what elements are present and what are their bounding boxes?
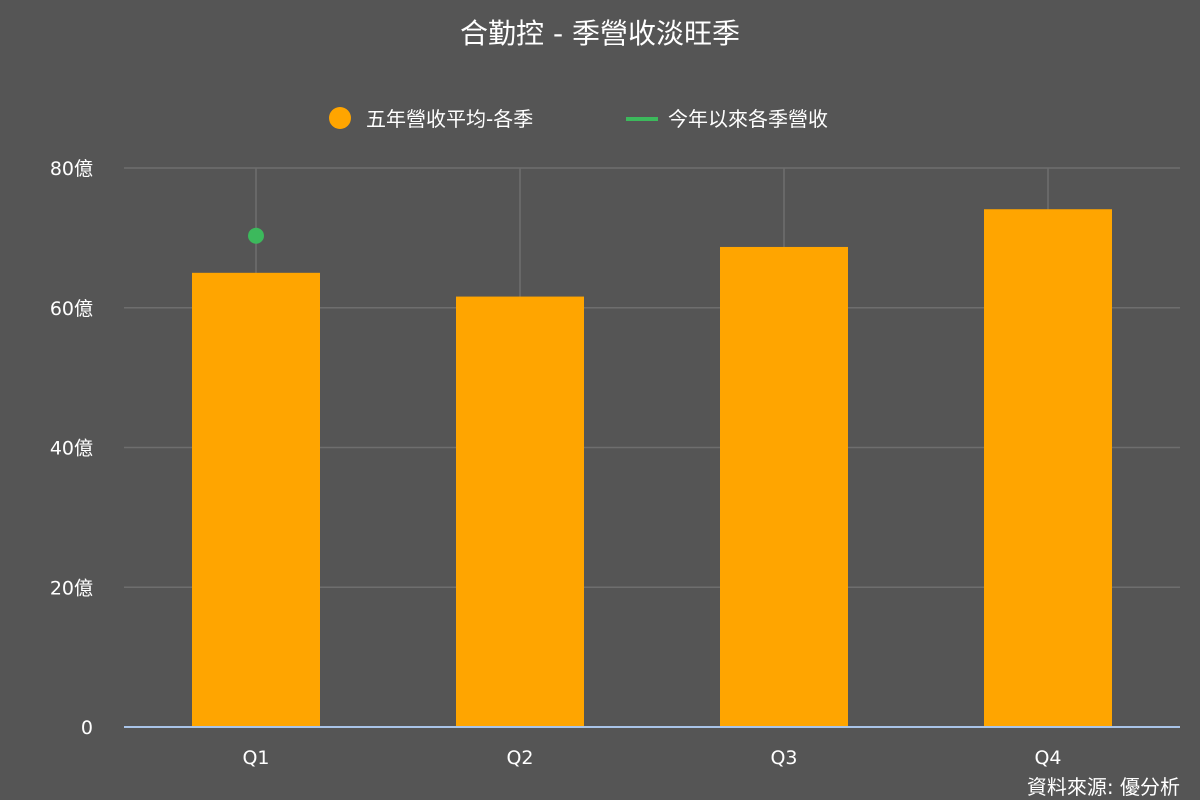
x-tick-label: Q3 [770,747,797,769]
chart-title: 合勤控 - 季營收淡旺季 [460,17,740,50]
bar-q1 [192,272,320,727]
axes: 0 20億 40億 60億 80億 Q1 Q2 Q3 Q4 [50,158,1180,769]
bar-q4 [984,209,1112,727]
bars [192,209,1112,728]
points [248,227,264,244]
bar-q3 [720,246,848,728]
y-tick-label: 80億 [50,158,93,180]
y-tick-label: 60億 [50,298,93,320]
y-tick-label: 40億 [50,438,93,460]
x-tick-label: Q2 [506,747,533,769]
legend: 五年營收平均-各季 今年以來各季營收 [329,107,828,131]
x-tick-label: Q1 [242,747,269,769]
y-tick-label: 20億 [50,577,93,599]
x-tick-label: Q4 [1034,747,1061,769]
bar-q2 [456,296,584,727]
legend-marker-five-year-average [329,107,351,129]
y-tick-label: 0 [81,717,93,739]
legend-label-this-year: 今年以來各季營收 [668,107,828,131]
point-q1 [248,227,264,244]
source-label: 資料來源: 優分析 [1027,775,1180,799]
legend-label-five-year-average: 五年營收平均-各季 [366,107,533,131]
